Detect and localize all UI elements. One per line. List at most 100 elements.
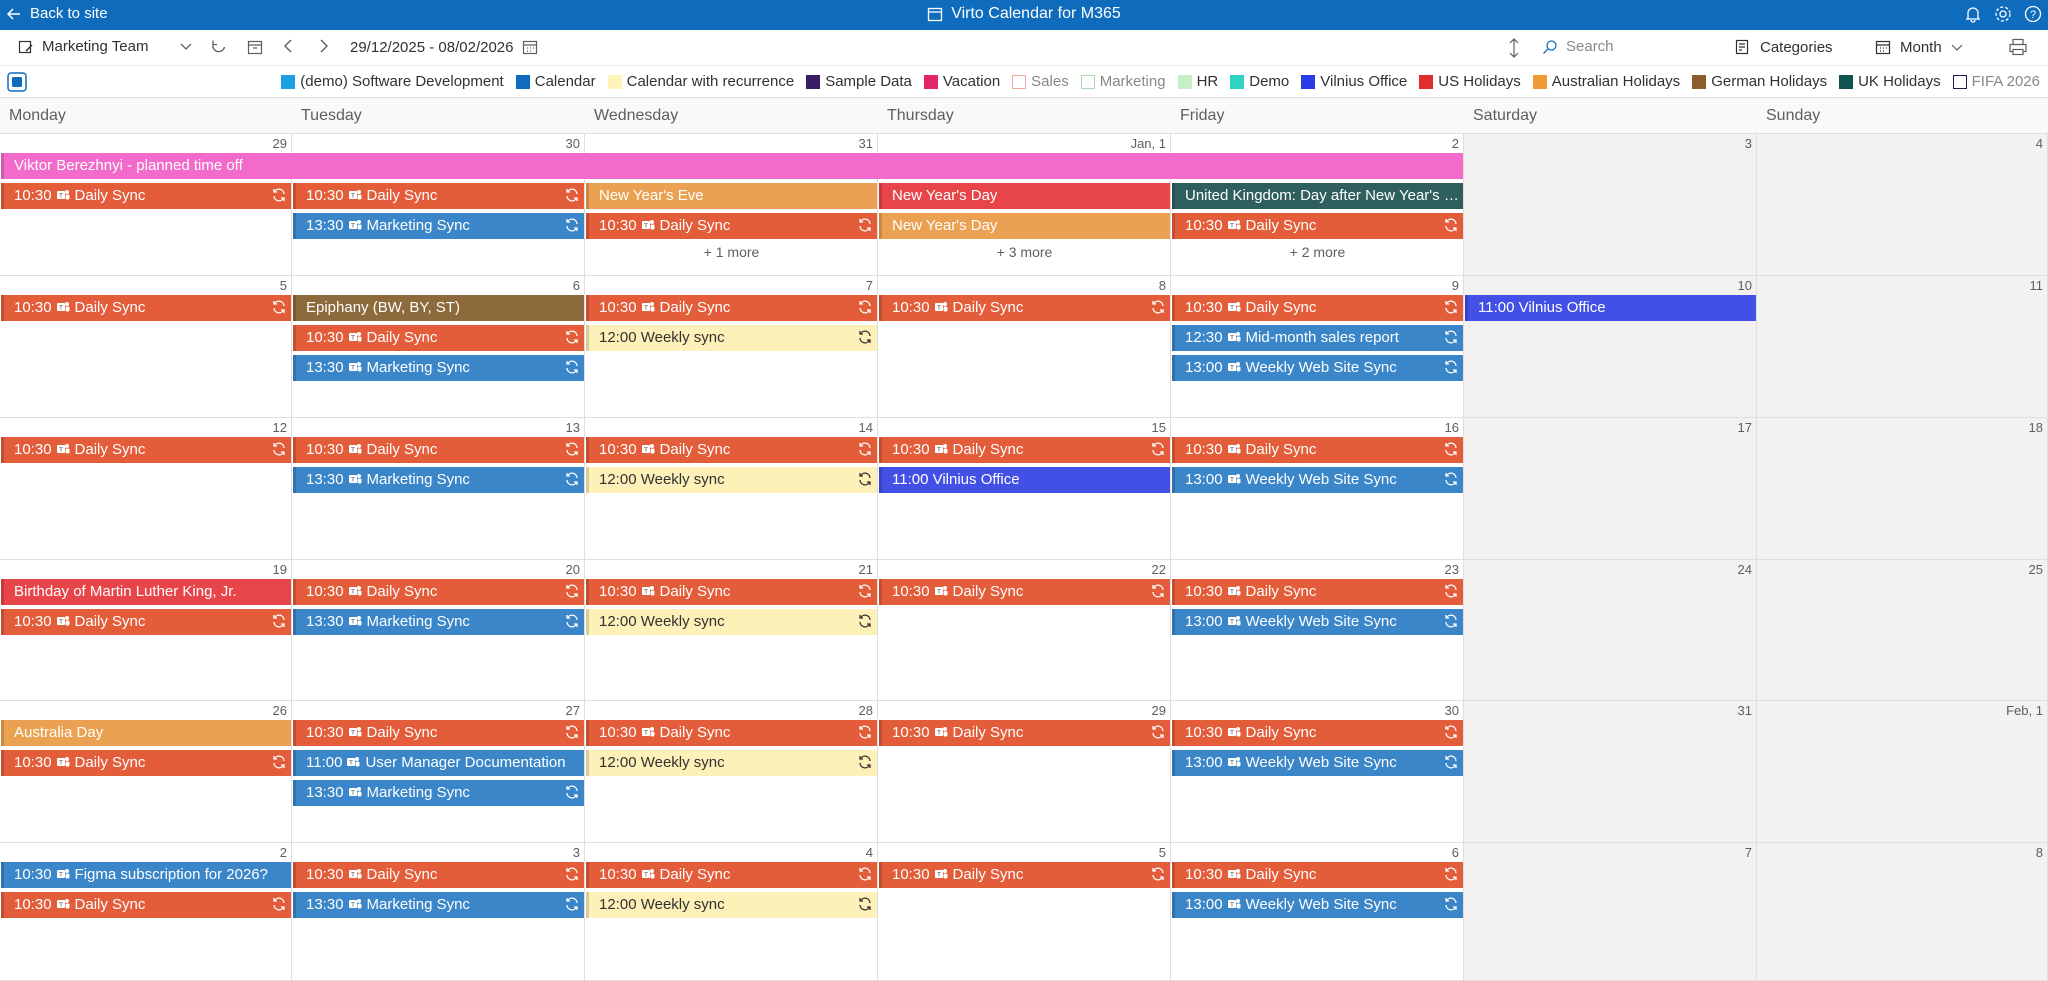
day-cell[interactable]: 31 [1464, 701, 1757, 843]
view-selector[interactable]: Month [1874, 38, 1964, 56]
calendar-event[interactable]: 10:30 T Daily Sync [586, 295, 877, 321]
back-to-site-link[interactable]: Back to site [6, 5, 108, 22]
calendar-event[interactable]: 10:30 T Daily Sync [586, 579, 877, 605]
help-icon[interactable]: ? [2024, 5, 2042, 23]
day-cell[interactable]: 23 [1171, 560, 1464, 701]
calendar-event[interactable]: New Year's Day [879, 213, 1170, 239]
calendar-event[interactable]: 10:30 T Daily Sync [1, 183, 291, 209]
print-button[interactable] [2008, 38, 2028, 56]
calendar-event[interactable]: 10:30 T Daily Sync [586, 213, 877, 239]
day-cell[interactable]: 20 [292, 560, 585, 701]
calendar-event[interactable]: 10:30 T Daily Sync [879, 437, 1170, 463]
calendar-event[interactable]: 13:30 T Marketing Sync [293, 609, 584, 635]
calendar-event[interactable]: 10:30 T Daily Sync [879, 862, 1170, 888]
day-cell[interactable]: 9 [1171, 276, 1464, 418]
day-cell[interactable]: 7 [1464, 843, 1757, 981]
calendar-event[interactable]: 10:30 T Daily Sync [586, 720, 877, 746]
day-cell[interactable]: 28 [585, 701, 878, 843]
calendar-event[interactable]: 10:30 T Daily Sync [293, 437, 584, 463]
next-button[interactable] [315, 38, 331, 54]
calendar-event[interactable]: 10:30 T Daily Sync [1172, 862, 1463, 888]
calendar-event[interactable]: 10:30 T Figma subscription for 2026? [1, 862, 291, 888]
day-cell[interactable]: 6 [292, 276, 585, 418]
calendar-event[interactable]: Epiphany (BW, BY, ST) [293, 295, 584, 321]
date-range-picker[interactable]: 29/12/2025 - 08/02/2026 [350, 38, 539, 56]
calendar-event[interactable]: 10:30 T Daily Sync [293, 720, 584, 746]
day-cell[interactable]: 8 [878, 276, 1171, 418]
calendar-event[interactable]: 13:30 T Marketing Sync [293, 467, 584, 493]
more-events-link[interactable]: + 3 more [996, 244, 1053, 260]
calendar-event[interactable]: 12:00 Weekly sync [586, 325, 877, 351]
calendar-selector[interactable]: Marketing Team [18, 38, 148, 55]
legend-item[interactable]: FIFA 2026 [1952, 73, 2040, 90]
calendar-event[interactable]: 13:30 T Marketing Sync [293, 892, 584, 918]
bell-icon[interactable] [1964, 5, 1982, 23]
categories-button[interactable]: Categories [1734, 38, 1833, 56]
calendar-event[interactable]: 10:30 T Daily Sync [1172, 213, 1463, 239]
calendar-event[interactable]: 10:30 T Daily Sync [879, 720, 1170, 746]
calendar-event[interactable]: 10:30 T Daily Sync [293, 579, 584, 605]
calendar-event[interactable]: 10:30 T Daily Sync [1172, 437, 1463, 463]
calendar-event[interactable]: 10:30 T Daily Sync [1, 750, 291, 776]
calendar-event[interactable]: 12:00 Weekly sync [586, 750, 877, 776]
legend-item[interactable]: Australian Holidays [1532, 73, 1680, 90]
day-cell[interactable]: 27 [292, 701, 585, 843]
calendar-event[interactable]: 13:00 T Weekly Web Site Sync [1172, 609, 1463, 635]
today-button[interactable] [246, 38, 264, 56]
select-all-checkbox[interactable] [7, 72, 27, 92]
day-cell[interactable]: 19 [0, 560, 292, 701]
calendar-event[interactable]: 10:30 T Daily Sync [1172, 579, 1463, 605]
day-cell[interactable]: 29 [0, 134, 292, 276]
day-cell[interactable]: 7 [585, 276, 878, 418]
legend-item[interactable]: Vilnius Office [1301, 73, 1407, 90]
resize-rows-button[interactable] [1506, 38, 1522, 58]
calendar-event[interactable]: 12:00 Weekly sync [586, 467, 877, 493]
day-cell[interactable]: 31 [585, 134, 878, 276]
calendar-event[interactable]: 10:30 T Daily Sync [293, 183, 584, 209]
day-cell[interactable]: 8 [1757, 843, 2048, 981]
calendar-event[interactable]: 13:00 T Weekly Web Site Sync [1172, 892, 1463, 918]
calendar-event[interactable]: New Year's Day [879, 183, 1170, 209]
calendar-dropdown-button[interactable] [178, 38, 194, 54]
calendar-event[interactable]: 10:30 T Daily Sync [1172, 295, 1463, 321]
day-cell[interactable]: 11 [1757, 276, 2048, 418]
calendar-event[interactable]: 10:30 T Daily Sync [1172, 720, 1463, 746]
calendar-event[interactable]: 10:30 T Daily Sync [879, 295, 1170, 321]
legend-item[interactable]: Calendar [515, 73, 596, 90]
legend-item[interactable]: German Holidays [1692, 73, 1827, 90]
calendar-event[interactable]: Australia Day [1, 720, 291, 746]
legend-item[interactable]: Sample Data [806, 73, 912, 90]
day-cell[interactable]: 17 [1464, 418, 1757, 560]
calendar-event[interactable]: 11:00 Vilnius Office [879, 467, 1170, 493]
day-cell[interactable]: 14 [585, 418, 878, 560]
day-cell[interactable]: 26 [0, 701, 292, 843]
calendar-event[interactable]: 12:00 Weekly sync [586, 609, 877, 635]
calendar-event[interactable]: 13:00 T Weekly Web Site Sync [1172, 750, 1463, 776]
day-cell[interactable]: 4 [1757, 134, 2048, 276]
calendar-event[interactable]: 13:30 T Marketing Sync [293, 780, 584, 806]
legend-item[interactable]: Calendar with recurrence [607, 73, 794, 90]
day-cell[interactable]: 24 [1464, 560, 1757, 701]
calendar-event[interactable]: United Kingdom: Day after New Year's Day [1172, 183, 1463, 209]
calendar-event[interactable]: 11:00 Vilnius Office [1465, 295, 1756, 321]
legend-item[interactable]: Marketing [1080, 73, 1166, 90]
previous-button[interactable] [281, 38, 297, 54]
calendar-event[interactable]: 10:30 T Daily Sync [1, 437, 291, 463]
day-cell[interactable]: 2 [1171, 134, 1464, 276]
calendar-event[interactable]: 13:00 T Weekly Web Site Sync [1172, 467, 1463, 493]
day-cell[interactable]: Feb, 1 [1757, 701, 2048, 843]
calendar-event[interactable]: 10:30 T Daily Sync [1, 892, 291, 918]
day-cell[interactable]: 30 [1171, 701, 1464, 843]
refresh-button[interactable] [210, 38, 228, 56]
calendar-event[interactable]: 13:30 T Marketing Sync [293, 355, 584, 381]
calendar-event[interactable]: 12:00 Weekly sync [586, 892, 877, 918]
calendar-event[interactable]: Viktor Berezhnyi - planned time off [1, 153, 1463, 179]
calendar-event[interactable]: 12:30 T Mid-month sales report [1172, 325, 1463, 351]
day-cell[interactable]: 3 [1464, 134, 1757, 276]
day-cell[interactable]: Jan, 1 [878, 134, 1171, 276]
legend-item[interactable]: Vacation [923, 73, 1000, 90]
calendar-event[interactable]: 10:30 T Daily Sync [586, 437, 877, 463]
day-cell[interactable]: 25 [1757, 560, 2048, 701]
day-cell[interactable]: 18 [1757, 418, 2048, 560]
day-cell[interactable]: 22 [878, 560, 1171, 701]
